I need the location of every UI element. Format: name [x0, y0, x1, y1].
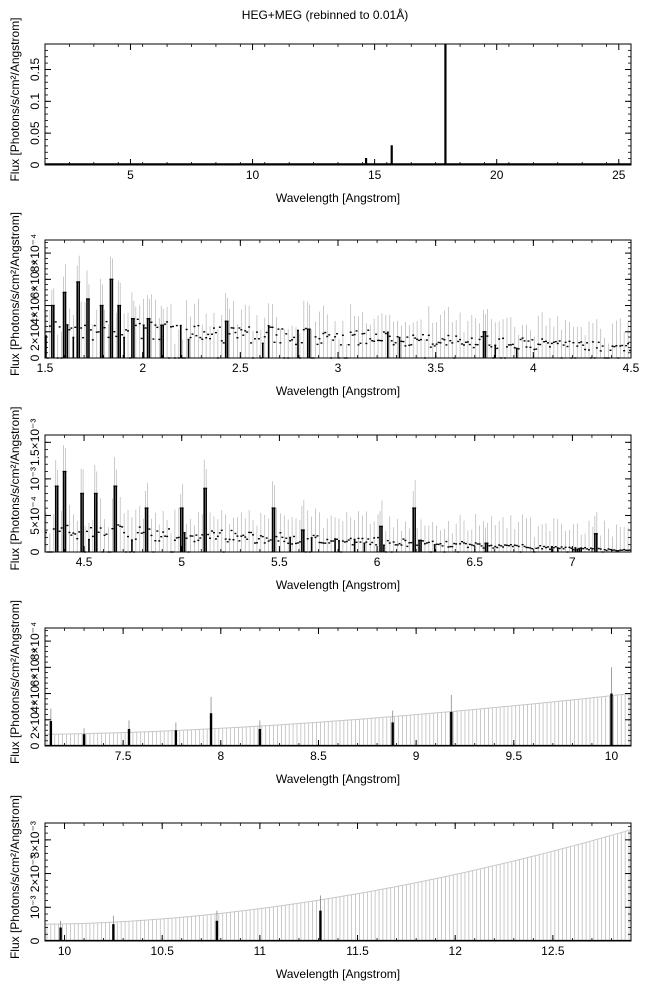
x-tick-label: 4.5	[76, 555, 93, 569]
flux-spike	[59, 927, 62, 941]
x-tick-label: 5	[127, 168, 134, 182]
plot-frame	[44, 239, 632, 359]
x-tick-label: 10.5	[151, 944, 175, 958]
x-tick-label: 10	[246, 168, 260, 182]
x-tick-label: 7	[569, 555, 576, 569]
chart-panel-3: 4.5 5 5.5 6 6.5 7 0 5×10⁻⁴ 10⁻³1.5×10⁻³ Wavelengt…	[8, 406, 632, 592]
x-tick-label: 10	[605, 749, 619, 763]
y-tick-label: 10⁻³	[28, 467, 42, 491]
x-tick-label: 9.5	[505, 749, 522, 763]
figure-title: HEG+MEG (rebinned to 0.01Å)	[241, 8, 409, 22]
flux-spike	[82, 734, 86, 746]
y-tick-label: 3×10⁻³	[28, 821, 42, 858]
flux-spike	[319, 910, 322, 941]
flux-spike	[391, 722, 394, 746]
y-tick-label: 6×10⁻⁴	[28, 648, 42, 687]
y-tick-label: 0	[28, 937, 42, 944]
flux-spike	[174, 730, 178, 746]
x-tick-label: 12	[449, 944, 463, 958]
x-tick-label: 8.5	[310, 749, 327, 763]
x-tick-label: 4.5	[623, 361, 640, 375]
x-tick-label: 6	[374, 555, 381, 569]
error-envelope	[44, 693, 632, 735]
x-axis-label: Wavelength [Angstrom]	[276, 578, 400, 592]
x-tick-label: 2.5	[232, 361, 249, 375]
y-tick-label: 0.1	[28, 93, 42, 110]
y-tick-label: 8×10⁻⁴	[28, 234, 42, 273]
y-tick-label: 2×10⁻⁴	[28, 313, 42, 352]
y-tick-label: 4×10⁻⁴	[28, 286, 42, 325]
y-tick-label: 4×10⁻⁴	[28, 674, 42, 713]
x-tick-label: 9	[413, 749, 420, 763]
y-tick-label: 0.05	[28, 121, 42, 145]
flux-spike	[215, 920, 219, 941]
flux-spike	[112, 924, 115, 941]
plot-frame	[44, 43, 632, 166]
x-tick-label: 11	[254, 944, 267, 958]
x-tick-label: 5	[178, 555, 185, 569]
flux-spike	[127, 728, 131, 746]
x-tick-label: 3	[335, 361, 342, 375]
y-axis-label: Flux [Photons/s/cm²/Angstrom]	[8, 795, 22, 959]
x-tick-label: 15	[368, 168, 382, 182]
x-axis-label: Wavelength [Angstrom]	[276, 967, 400, 981]
x-tick-label: 1.5	[37, 361, 54, 375]
plot-frame	[44, 434, 632, 553]
x-tick-label: 6.5	[466, 555, 483, 569]
x-tick-label: 10	[58, 944, 72, 958]
y-axis-label: Flux [Photons/s/cm²/Angstrom]	[8, 600, 22, 764]
chart-panel-5: 10 10.5 11 11.5 12 12.5 0 10⁻³ 2×10⁻³3×10⁻³ Wavel…	[8, 795, 632, 981]
x-tick-label: 2	[139, 361, 146, 375]
y-axis-label: Flux [Photons/s/cm²/Angstrom]	[8, 406, 22, 570]
x-tick-label: 7.5	[115, 749, 132, 763]
y-tick-label: 1.5×10⁻³	[28, 419, 42, 466]
y-tick-label: 0	[28, 742, 42, 749]
x-tick-label: 25	[612, 168, 626, 182]
y-tick-label: 0	[28, 354, 42, 361]
y-tick-label: 8×10⁻⁴	[28, 622, 42, 661]
flux-spike	[49, 721, 53, 746]
y-tick-label: 2×10⁻³	[28, 855, 42, 892]
y-axis-label: Flux [Photons/s/cm²/Angstrom]	[8, 212, 22, 376]
flux-spike	[258, 728, 262, 746]
y-tick-label: 5×10⁻⁴	[28, 496, 42, 535]
x-tick-label: 5.5	[271, 555, 288, 569]
y-tick-label: 2×10⁻⁴	[28, 701, 42, 740]
error-envelope	[44, 829, 632, 925]
chart-panel-1: 5 10 15 20 25 0 0.05 0.1 0.15 Wavelength [Angstro…	[8, 17, 632, 205]
flux-spike	[610, 693, 613, 746]
x-axis-label: Wavelength [Angstrom]	[276, 191, 400, 205]
y-tick-label: 0.15	[28, 57, 42, 81]
y-tick-label: 0	[28, 548, 42, 555]
x-tick-label: 4	[530, 361, 537, 375]
x-axis-label: Wavelength [Angstrom]	[276, 772, 400, 786]
y-tick-label: 10⁻³	[28, 895, 42, 919]
chart-panel-4: 7.5 8 8.5 9 9.5 10 0 2×10⁻⁴4×10⁻⁴6×10⁻⁴8×10⁻⁴ Wa…	[8, 600, 632, 786]
x-tick-label: 11.5	[346, 944, 369, 958]
flux-spike	[450, 711, 453, 746]
chart-panel-2: 1.5 2 2.5 3 3.5 4 4.5 0 2×10⁻⁴4×10⁻⁴6×10⁻⁴8×10⁻⁴…	[8, 212, 640, 398]
y-tick-label: 0	[28, 161, 42, 168]
x-tick-label: 8	[217, 749, 224, 763]
y-tick-label: 6×10⁻⁴	[28, 260, 42, 299]
x-tick-label: 12.5	[541, 944, 565, 958]
x-tick-label: 3.5	[427, 361, 444, 375]
flux-spike	[209, 713, 213, 746]
x-tick-label: 20	[490, 168, 504, 182]
y-axis-label: Flux [Photons/s/cm²/Angstrom]	[8, 17, 22, 181]
x-axis-label: Wavelength [Angstrom]	[276, 384, 400, 398]
